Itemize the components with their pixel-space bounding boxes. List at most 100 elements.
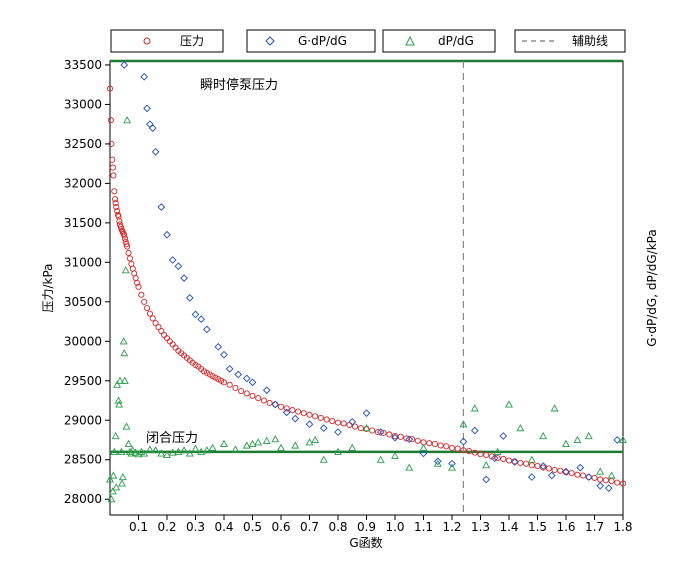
x-tick-label: 0.8 [328, 520, 347, 534]
dpdg-point [123, 116, 132, 124]
y-tick-label: 32000 [64, 176, 102, 190]
pressure-point [568, 470, 575, 477]
gdpdg-point [234, 370, 243, 379]
pressure-point [494, 455, 501, 462]
pressure-point [109, 164, 116, 171]
pressure-point [448, 444, 456, 451]
x-tick-label: 0.7 [300, 520, 319, 534]
pressure-point [111, 188, 118, 195]
legend-box-gdpdg [246, 29, 376, 53]
pressure-point [172, 344, 179, 351]
dpdg-point [419, 443, 428, 451]
gdpdg-point [448, 459, 456, 468]
dpdg-point [134, 450, 143, 458]
gdpdg-point [305, 420, 314, 429]
pressure-point [226, 381, 233, 388]
gdpdg-point [348, 417, 357, 426]
dpdg-point [527, 455, 536, 463]
pressure-point [312, 413, 319, 420]
pressure-point [152, 320, 159, 327]
pressure-point [500, 455, 507, 462]
dpdg-point [106, 475, 114, 483]
dpdg-point [112, 483, 121, 491]
gdpdg-point [482, 475, 491, 484]
gdpdg-point [157, 203, 166, 211]
pressure-point [117, 223, 124, 230]
pressure-point [466, 447, 473, 455]
dpdg-point [334, 447, 342, 455]
x-tick-label: 1.0 [385, 520, 404, 534]
pressure-point [557, 467, 564, 474]
gdpdg-point [220, 350, 228, 359]
dpdg-point [291, 441, 300, 449]
dpdg-point [109, 471, 118, 479]
dpdg-point [596, 467, 605, 475]
pressure-point [391, 432, 399, 440]
dpdg-point [202, 446, 211, 454]
pressure-point [143, 305, 151, 312]
dpdg-point [516, 424, 525, 432]
pressure-point [426, 440, 433, 447]
pressure-point [112, 200, 119, 207]
dpdg-point [505, 400, 513, 408]
dpdg-point [107, 495, 116, 503]
pressure-point [122, 235, 129, 242]
pressure-point [149, 315, 156, 322]
dpdg-point [305, 438, 314, 446]
gdpdg-point [584, 473, 593, 481]
gdpdg-point [143, 104, 151, 113]
dpdg-point [111, 431, 120, 440]
pressure-point [106, 85, 114, 92]
pressure-point [574, 471, 581, 478]
dpdg-point [180, 446, 189, 454]
gdpdg-point [242, 374, 251, 383]
y-axis-label-right: G·dP/dG, dP/dG/kPa [645, 229, 659, 346]
pressure-point [124, 243, 131, 250]
pressure-point [505, 457, 513, 464]
pressure-point [158, 327, 165, 335]
pressure-point [116, 218, 123, 225]
pressure-point [232, 384, 239, 391]
pressure-point [134, 279, 141, 286]
pressure-point [306, 411, 313, 418]
pressure-point [138, 291, 145, 298]
pressure-point [114, 207, 121, 215]
pressure-point [528, 462, 535, 469]
gdpdg-point [148, 124, 157, 132]
gdpdg-point [419, 449, 428, 458]
x-tick-label: 0.9 [357, 520, 376, 534]
gdpdg-point [180, 274, 188, 282]
pressure-point [437, 442, 444, 449]
dpdg-point [174, 447, 183, 455]
pressure-point [317, 414, 324, 421]
pressure-point [110, 172, 117, 179]
dpdg-point [163, 450, 171, 459]
x-tick-label: 1.4 [499, 520, 518, 534]
plot-area [109, 60, 624, 516]
pressure-point [488, 453, 495, 460]
dpdg-point [405, 463, 414, 471]
gdpdg-point [539, 462, 548, 470]
dpdg-point [118, 479, 126, 487]
pressure-point [357, 425, 364, 432]
dpdg-point [157, 449, 166, 457]
pressure-point [125, 249, 132, 256]
pressure-point [123, 241, 130, 248]
x-tick-label: 1.2 [442, 520, 461, 534]
gdpdg-point [576, 463, 585, 472]
gdpdg-point [120, 61, 129, 69]
pressure-point [340, 420, 347, 427]
legend-box-auxline [514, 29, 626, 53]
x-tick-label: 0.4 [214, 520, 233, 534]
pressure-point [483, 451, 490, 459]
gdpdg-point [185, 294, 194, 302]
gdpdg-point [282, 408, 291, 417]
gdpdg-point [140, 72, 149, 81]
gdpdg-point [163, 230, 171, 239]
y-tick-label: 33000 [64, 97, 102, 111]
pressure-point [260, 397, 267, 404]
y-tick-label: 30500 [64, 295, 102, 309]
pressure-point [289, 406, 296, 414]
gdpdg-point [391, 433, 399, 442]
dpdg-point [459, 420, 468, 428]
